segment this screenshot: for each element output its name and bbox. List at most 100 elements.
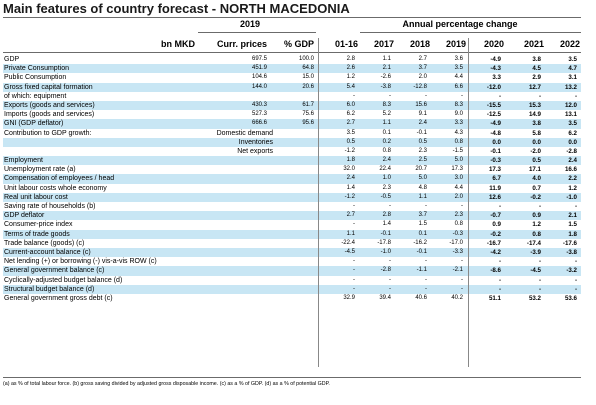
cell-year-2017: - [389,285,391,292]
table-row: Private Consumption 451.9 64.8 2.6 2.1 3.7 3.5… [3,64,581,74]
cell-year-2020: - [498,276,501,284]
cell-year-2020: 0.9 [492,221,501,229]
cell-year-2019: -1.5 [452,147,463,154]
cell-period-average: - [353,92,355,99]
cell-period-average: 5.4 [346,83,355,90]
cell-year-2021: - [538,276,541,284]
cell-year-2019: 3.3 [454,120,463,127]
cell-year-2018: 0.5 [418,138,427,145]
cell-pct-gdp [268,294,314,303]
header-year-2020: 2020 [483,39,504,49]
cell-year-2019: 5.0 [454,157,463,164]
cell-year-2019: 4.3 [454,129,463,136]
cell-year-2019: 4.4 [454,184,463,191]
cell-pct-gdp [268,239,314,248]
cell-current-prices: 666.6 [251,120,267,127]
row-label: General government gross debt (c) [4,294,113,302]
row-sublabel: Domestic demand [216,129,273,137]
cell-year-2020: -12.5 [486,111,501,119]
cell-year-2017: 1.1 [382,56,391,62]
cell-year-2019: 0.8 [454,138,463,145]
page-title: Main features of country forecast - NORT… [3,1,350,16]
cell-year-2018: -0.1 [416,129,427,136]
table-row: Real unit labour cost -1.2 -0.5 1.1 2.0 12.6 -… [3,192,581,202]
table-row: GNI (GDP deflator) 666.6 95.6 2.7 1.1 2.4 3.3 -… [3,119,581,129]
cell-current-prices [195,211,267,220]
cell-year-2020: -4.2 [490,248,501,256]
row-label: Saving rate of households (b) [4,203,96,210]
cell-year-2019: -2.1 [452,267,463,274]
cell-year-2017: 2.3 [382,184,391,191]
header-unit: bn MKD [161,39,195,49]
footnote: (a) as % of total labour force. (b) gros… [3,381,330,387]
cell-year-2022: 12.0 [564,101,577,109]
row-label: Cyclically-adjusted budget balance (d) [4,276,123,284]
row-label: GDP [4,56,20,63]
cell-current-prices [195,147,267,156]
cell-year-2020: 3.3 [492,74,501,82]
cell-year-2022: 3.5 [568,120,577,128]
column-separator [468,38,469,367]
cell-year-2017: - [389,258,391,265]
cell-pct-gdp [268,174,314,183]
cell-year-2021: -0.2 [530,193,541,201]
row-label: Current-account balance (c) [4,248,91,256]
cell-year-2018: 15.6 [415,101,427,108]
table-row: Employment 1.8 2.4 2.5 5.0 -0.3 0.5 2.4 [3,156,581,166]
cell-current-prices [195,165,267,174]
header-year-2019: 2019 [445,39,466,49]
forecast-table-body: GDP 697.5 100.0 2.8 1.1 2.7 3.6 -4.9 3.8 3.5 Priva… [3,55,581,303]
cell-year-2017: - [389,203,391,209]
cell-period-average: - [353,221,355,228]
cell-pct-gdp: 95.6 [302,120,314,127]
cell-current-prices [195,276,267,285]
cell-year-2017: 1.1 [382,120,391,127]
cell-year-2018: 2.5 [418,157,427,164]
cell-period-average: 0.5 [346,138,355,145]
cell-year-2022: 2.4 [568,157,577,165]
cell-year-2020: -15.5 [486,101,501,109]
cell-year-2020: - [498,203,501,210]
group-header-annual-change: Annual percentage change [402,19,518,29]
cell-current-prices [195,257,267,266]
cell-pct-gdp [268,202,314,211]
cell-year-2018: 20.7 [415,166,427,173]
cell-year-2017: 2.4 [382,157,391,164]
cell-year-2021: - [538,258,541,266]
cell-year-2017: - [389,276,391,283]
cell-year-2021: 53.2 [528,294,541,302]
cell-year-2017: 39.4 [379,294,391,301]
group-header-base-year: 2019 [239,19,261,29]
cell-year-2018: -0.1 [416,248,427,255]
cell-pct-gdp [268,138,314,147]
row-label: Terms of trade goods [4,230,70,238]
cell-year-2020: -0.1 [490,147,501,155]
header-year-2017: 2017 [373,39,394,49]
cell-year-2018: 1.5 [418,221,427,228]
cell-year-2021: - [538,203,541,210]
table-row: of which: equipment - - - - - - - [3,92,581,101]
cell-current-prices: 430.3 [251,101,267,108]
header-current-prices: Curr. prices [216,39,267,49]
cell-year-2020: -0.7 [490,212,501,220]
table-bottom-rule [3,377,581,378]
cell-year-2019: -0.3 [452,230,463,237]
cell-current-prices [195,193,267,202]
row-sublabel: Inventories [238,138,273,146]
cell-year-2018: 4.8 [418,184,427,191]
cell-year-2017: 0.2 [382,138,391,145]
cell-year-2019: 2.0 [454,193,463,200]
cell-year-2021: 15.3 [528,101,541,109]
cell-year-2020: 0.0 [492,138,501,146]
cell-current-prices [195,220,267,229]
cell-year-2017: -1.0 [380,248,391,255]
cell-pct-gdp [268,248,314,257]
cell-current-prices [195,129,267,138]
cell-year-2022: 1.5 [568,221,577,229]
cell-year-2022: 2.1 [568,212,577,220]
cell-year-2021: 14.9 [528,111,541,119]
cell-period-average: 2.7 [346,212,355,219]
cell-year-2022: -1.0 [566,193,577,201]
cell-current-prices [195,248,267,257]
cell-year-2022: 2.2 [568,175,577,183]
